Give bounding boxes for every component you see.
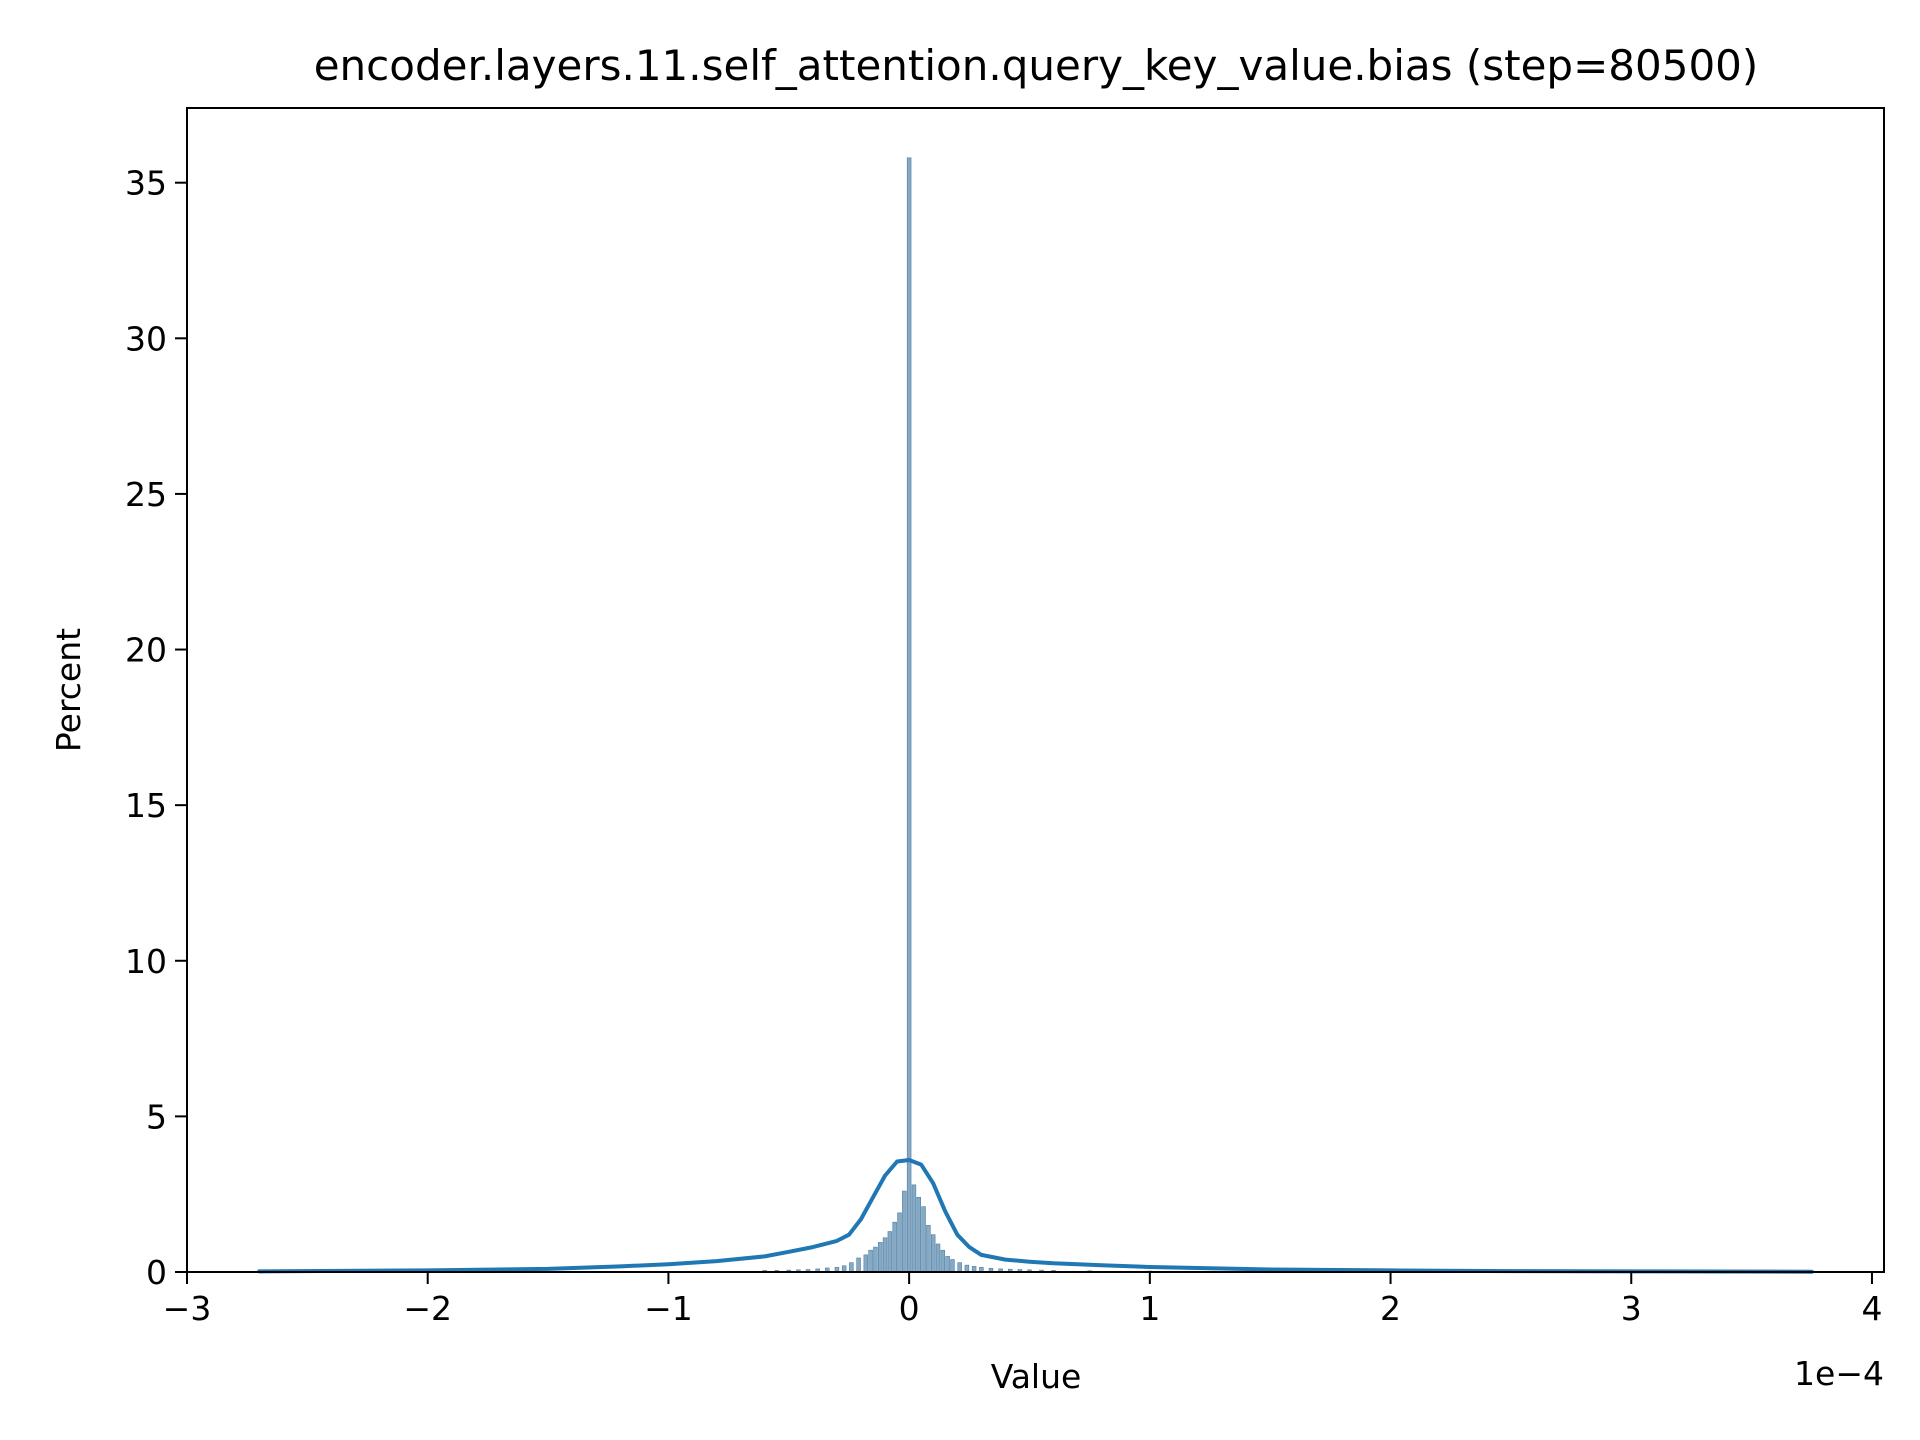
y-tick-label: 0 <box>146 1253 167 1292</box>
y-tick-label: 5 <box>146 1097 167 1136</box>
y-tick-label: 25 <box>125 475 167 514</box>
x-tick-label: −2 <box>403 1289 452 1328</box>
x-tick-label: −3 <box>163 1289 212 1328</box>
histogram-bar-11 <box>863 1254 869 1273</box>
histogram-bar-13 <box>873 1246 878 1273</box>
y-tick-label: 15 <box>125 786 167 825</box>
x-tick-label: 3 <box>1621 1289 1642 1328</box>
histogram-bar-22 <box>916 1197 921 1273</box>
x-axis-label: Value <box>991 1357 1082 1396</box>
histogram-bar-28 <box>945 1256 950 1273</box>
x-tick-label: 2 <box>1380 1289 1401 1328</box>
histogram-bars <box>762 157 1153 1273</box>
histogram-bar-14 <box>878 1242 883 1273</box>
histogram-bar-19 <box>902 1190 907 1273</box>
histogram-bar-31 <box>964 1264 970 1273</box>
histogram-bar-25 <box>930 1234 936 1273</box>
x-tick-label: 4 <box>1861 1289 1882 1328</box>
chart-title: encoder.layers.11.self_attention.query_k… <box>314 41 1759 90</box>
y-axis-label: Percent <box>49 628 88 752</box>
y-tick-label: 20 <box>125 631 167 670</box>
histogram-bar-29 <box>950 1259 955 1273</box>
histogram-bar-23 <box>921 1206 926 1273</box>
histogram-bar-12 <box>868 1249 873 1273</box>
y-tick-label: 35 <box>125 164 167 203</box>
histogram-bar-26 <box>935 1243 941 1273</box>
histogram-bar-27 <box>940 1249 946 1273</box>
histogram-bar-20 <box>906 157 912 1273</box>
histogram-bar-9 <box>849 1262 854 1273</box>
histogram-bar-24 <box>926 1225 931 1273</box>
histogram-bar-30 <box>957 1262 962 1273</box>
histogram-bar-16 <box>887 1231 893 1273</box>
histogram-bar-17 <box>892 1221 897 1273</box>
plot-frame <box>186 107 1885 1273</box>
x-tick-label: 0 <box>899 1289 920 1328</box>
histogram-bar-18 <box>897 1212 902 1273</box>
histogram-bar-10 <box>856 1257 861 1273</box>
y-tick-label: 10 <box>125 942 167 981</box>
histogram-bar-15 <box>882 1237 888 1273</box>
x-tick-label: −1 <box>644 1289 693 1328</box>
y-tick-label: 30 <box>125 319 167 358</box>
kde-line <box>257 1158 1814 1274</box>
y-axis-ticks: 0 5 10 15 20 25 30 35 <box>125 164 187 1292</box>
x-axis-ticks: −3 −2 −1 0 1 2 3 4 <box>163 1272 1882 1328</box>
x-axis-offset-label: 1e−4 <box>1794 1354 1884 1393</box>
histogram-bar-21 <box>911 1184 917 1273</box>
kde-curve-layer <box>257 1158 1814 1274</box>
x-tick-label: 1 <box>1139 1289 1160 1328</box>
